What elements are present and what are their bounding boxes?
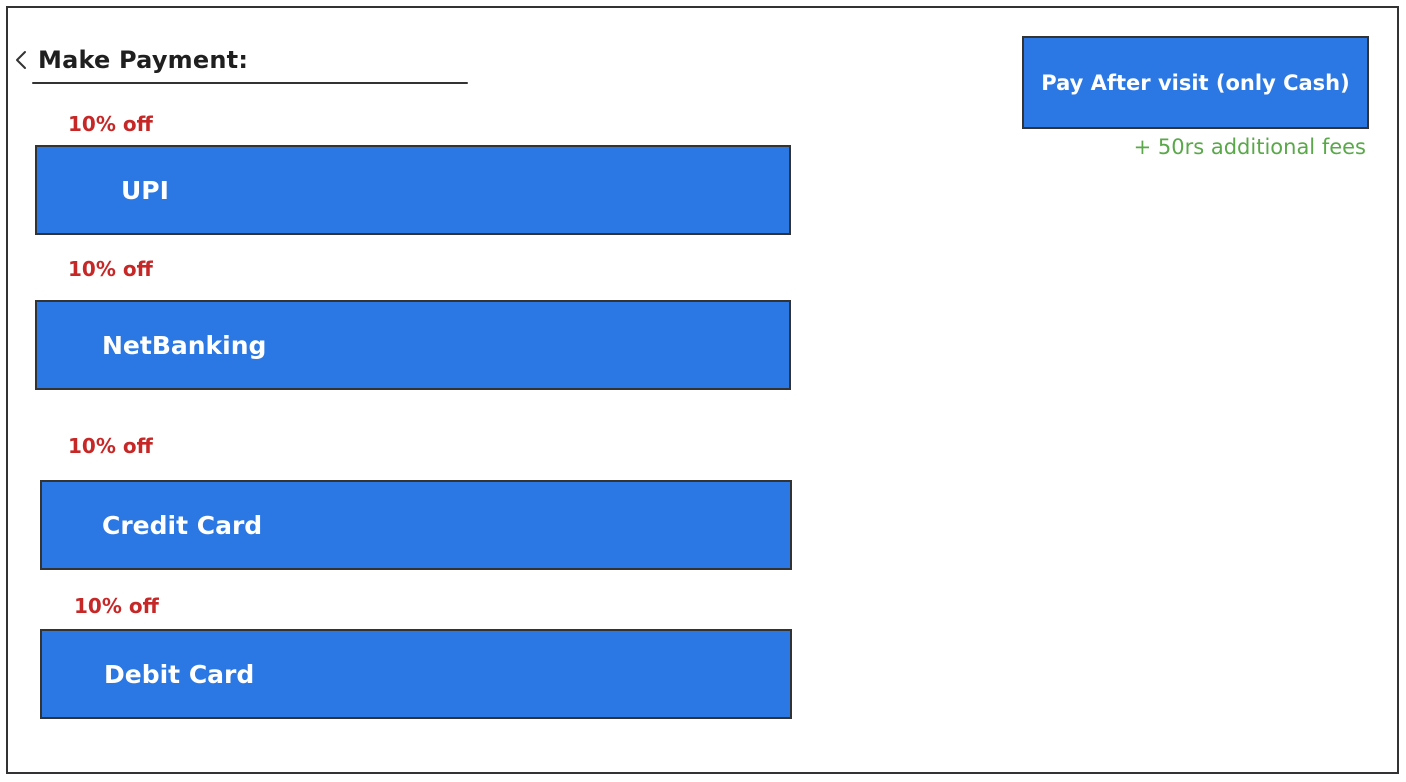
page-title: Make Payment: <box>38 46 249 74</box>
chevron-left-icon[interactable] <box>14 48 28 72</box>
netbanking-button[interactable]: NetBanking <box>35 300 791 390</box>
netbanking-button-label: NetBanking <box>102 330 267 360</box>
debit-card-offer-label: 10% off <box>74 594 159 618</box>
pay-after-visit-button[interactable]: Pay After visit (only Cash) <box>1022 36 1369 129</box>
page-header: Make Payment: <box>14 42 248 78</box>
credit-card-button[interactable]: Credit Card <box>40 480 792 570</box>
debit-card-button-label: Debit Card <box>104 659 255 689</box>
upi-offer-label: 10% off <box>68 112 153 136</box>
upi-button[interactable]: UPI <box>35 145 791 235</box>
additional-fee-note: + 50rs additional fees <box>1133 135 1366 159</box>
netbanking-offer-label: 10% off <box>68 257 153 281</box>
title-underline <box>32 82 468 84</box>
debit-card-button[interactable]: Debit Card <box>40 629 792 719</box>
pay-after-visit-label: Pay After visit (only Cash) <box>1041 70 1350 95</box>
credit-card-button-label: Credit Card <box>102 510 263 540</box>
upi-button-label: UPI <box>121 175 169 205</box>
credit-card-offer-label: 10% off <box>68 434 153 458</box>
